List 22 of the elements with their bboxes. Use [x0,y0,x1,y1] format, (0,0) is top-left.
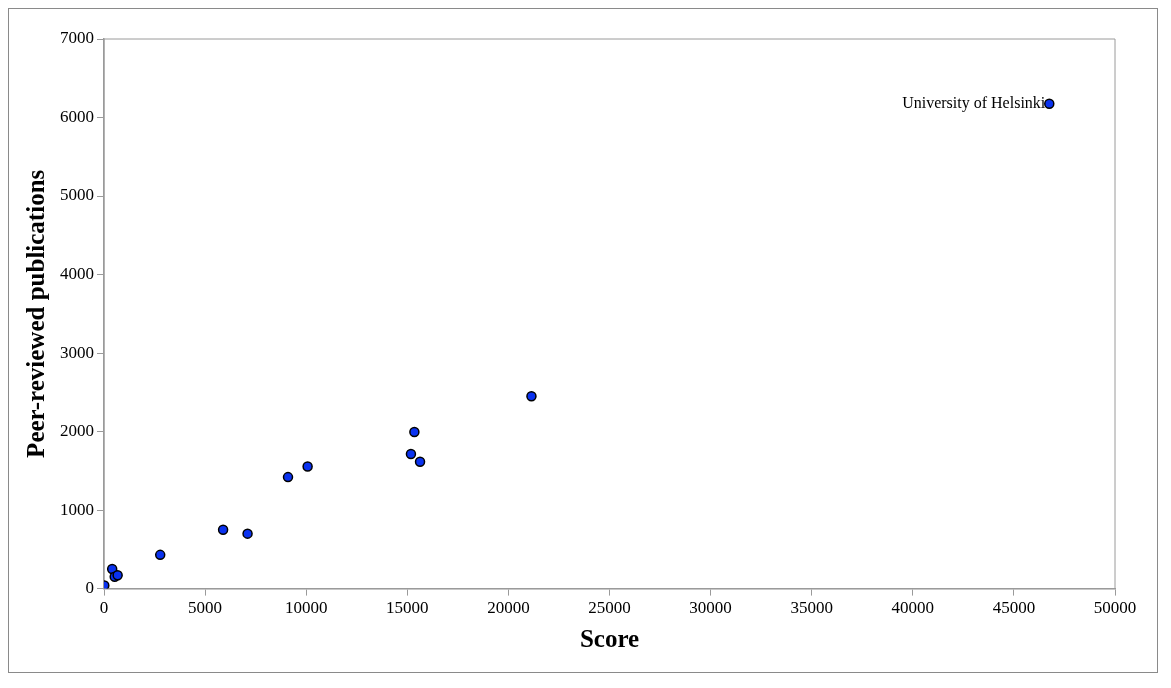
y-tick-label: 3000 [60,342,94,362]
x-tick-label: 15000 [386,598,429,618]
y-tick-label: 0 [85,578,94,598]
y-tick-label: 4000 [60,264,94,284]
x-tick-label: 10000 [284,598,328,618]
y-tick-label: 2000 [60,421,94,441]
x-tick-label: 45000 [992,598,1036,618]
x-tick-label: 25000 [588,598,631,618]
y-axis-title: Peer-reviewed publications [22,169,50,458]
y-tick-label: 6000 [60,106,94,126]
y-tick-label: 7000 [60,28,94,48]
annotation: University of Helsinki [902,93,1046,112]
x-tick-label: 30000 [689,598,732,618]
y-tick-label: 5000 [60,185,94,205]
y-tick-label: 1000 [60,499,94,519]
x-tick-label: 35000 [790,598,833,618]
x-tick-label: 0 [99,598,109,618]
x-axis-title: Score [579,625,640,653]
x-tick-label: 40000 [891,598,935,618]
x-tick-label: 20000 [487,598,530,618]
x-tick-label: 5000 [188,598,223,618]
x-tick-label: 50000 [1093,598,1137,618]
